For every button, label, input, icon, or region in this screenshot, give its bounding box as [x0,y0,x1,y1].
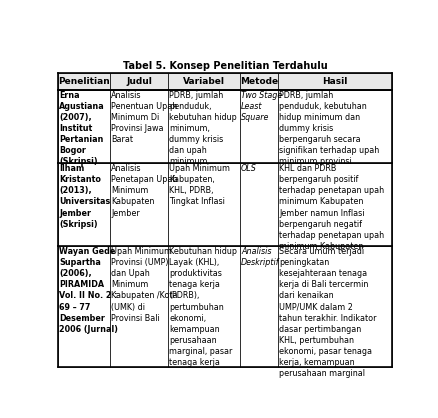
Text: Ilham
Kristanto
(2013),
Universitas
Jember
(Skripsi): Ilham Kristanto (2013), Universitas Jemb… [59,164,110,229]
Text: Analisis
Penentuan Upah
Minimum Di
Provinsi Jawa
Barat: Analisis Penentuan Upah Minimum Di Provi… [111,91,177,144]
Text: Judul: Judul [126,77,152,86]
Text: Penelitian: Penelitian [58,77,110,86]
Bar [240,163,278,246]
Bar [278,246,391,367]
Text: Two Stage
Least
Square: Two Stage Least Square [240,91,282,122]
Text: OLS: OLS [240,164,256,173]
Text: Erna
Agustiana
(2007),
Institut
Pertanian
Bogor
(Skripsi): Erna Agustiana (2007), Institut Pertania… [59,91,105,166]
Bar [240,89,278,163]
Bar [58,246,110,367]
Text: Wayan Gede
Supartha
(2006),
PIRAMIDA
Vol. II No. 2 :
69 – 77
Desember
2006 (Jurn: Wayan Gede Supartha (2006), PIRAMIDA Vol… [59,247,118,334]
Bar [110,246,168,367]
Text: Secara umum terjadi
peningkatan
kesejahteraan tenaga
kerja di Bali tercermin
dar: Secara umum terjadi peningkatan kesejaht… [279,247,376,378]
Bar [240,246,278,367]
Text: Hasil: Hasil [321,77,347,86]
Text: Variabel: Variabel [183,77,225,86]
Bar [58,74,110,89]
Text: Upah Minimum
Provinsi (UMP)
dan Upah
Minimum
Kabupaten /Kota
(UMK) di
Provinsi B: Upah Minimum Provinsi (UMP) dan Upah Min… [111,247,177,323]
Bar [168,246,240,367]
Text: Analisis
Penetapan Upah
Minimum
Kabupaten
Jember: Analisis Penetapan Upah Minimum Kabupate… [111,164,177,217]
Text: PDRB, jumlah
penduduk, kebutuhan
hidup minimum dan
dummy krisis
berpengaruh seca: PDRB, jumlah penduduk, kebutuhan hidup m… [279,91,379,166]
Text: KHL dan PDRB
berpengaruh positif
terhadap penetapan upah
minimum Kabupaten
Jembe: KHL dan PDRB berpengaruh positif terhada… [279,164,384,251]
Bar [278,89,391,163]
Bar [110,163,168,246]
Bar [110,89,168,163]
Bar [168,89,240,163]
Text: Kebutuhan hidup
Layak (KHL),
produktivitas
tenaga kerja
(PDRB),
pertumbuhan
ekon: Kebutuhan hidup Layak (KHL), produktivit… [169,247,237,367]
Text: PDRB, jumlah
penduduk,
kebutuhan hidup
minimum,
dummy krisis
dan upah
minimum: PDRB, jumlah penduduk, kebutuhan hidup m… [169,91,237,166]
Bar [168,74,240,89]
Text: Metode: Metode [240,77,278,86]
Bar [240,74,278,89]
Text: Tabel 5. Konsep Penelitian Terdahulu: Tabel 5. Konsep Penelitian Terdahulu [122,61,327,71]
Bar [58,163,110,246]
Bar [110,74,168,89]
Bar [58,89,110,163]
Bar [278,163,391,246]
Bar [278,74,391,89]
Text: Upah Minimum
Kabupaten,
KHL, PDRB,
Tingkat Inflasi: Upah Minimum Kabupaten, KHL, PDRB, Tingk… [169,164,230,206]
Bar [168,163,240,246]
Text: Analisis
Deskriptif: Analisis Deskriptif [240,247,279,267]
